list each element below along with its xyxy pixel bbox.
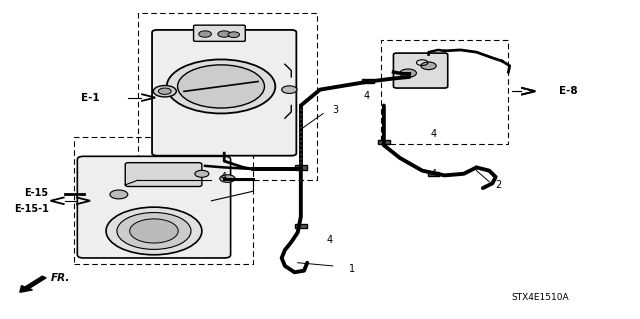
Circle shape [167, 59, 275, 114]
Circle shape [130, 219, 178, 243]
FancyBboxPatch shape [394, 53, 448, 88]
Bar [362, 79, 374, 83]
Circle shape [228, 32, 239, 38]
Text: 4: 4 [326, 235, 333, 246]
Circle shape [159, 88, 172, 94]
Text: 4: 4 [221, 172, 227, 182]
Circle shape [198, 31, 211, 37]
Text: 1: 1 [349, 264, 355, 274]
Bar [295, 165, 307, 169]
Circle shape [110, 190, 128, 199]
Circle shape [421, 62, 436, 70]
FancyBboxPatch shape [125, 163, 202, 187]
Text: 3: 3 [333, 105, 339, 115]
Circle shape [177, 65, 264, 108]
Text: 4: 4 [431, 129, 436, 139]
Circle shape [282, 86, 297, 93]
Text: E-15: E-15 [24, 188, 49, 198]
Text: 4: 4 [364, 91, 369, 101]
Text: E-1: E-1 [81, 93, 100, 103]
Circle shape [400, 69, 417, 77]
Bar [295, 224, 307, 228]
Text: E-8: E-8 [559, 86, 578, 96]
Circle shape [117, 212, 191, 249]
Text: E-15-1: E-15-1 [13, 204, 49, 214]
Bar [138, 13, 317, 180]
Bar [378, 140, 390, 144]
Circle shape [195, 170, 209, 177]
Circle shape [154, 85, 176, 97]
FancyBboxPatch shape [152, 30, 296, 156]
Text: FR.: FR. [51, 273, 70, 283]
Circle shape [220, 175, 235, 182]
Circle shape [218, 31, 230, 37]
Bar [74, 137, 253, 264]
FancyBboxPatch shape [77, 156, 230, 258]
Circle shape [106, 207, 202, 255]
Bar [381, 41, 508, 144]
Text: 2: 2 [495, 180, 502, 190]
Text: 4: 4 [431, 169, 436, 179]
Text: STX4E1510A: STX4E1510A [511, 293, 569, 302]
Bar [428, 172, 440, 176]
FancyArrow shape [20, 276, 46, 292]
FancyBboxPatch shape [193, 25, 245, 41]
